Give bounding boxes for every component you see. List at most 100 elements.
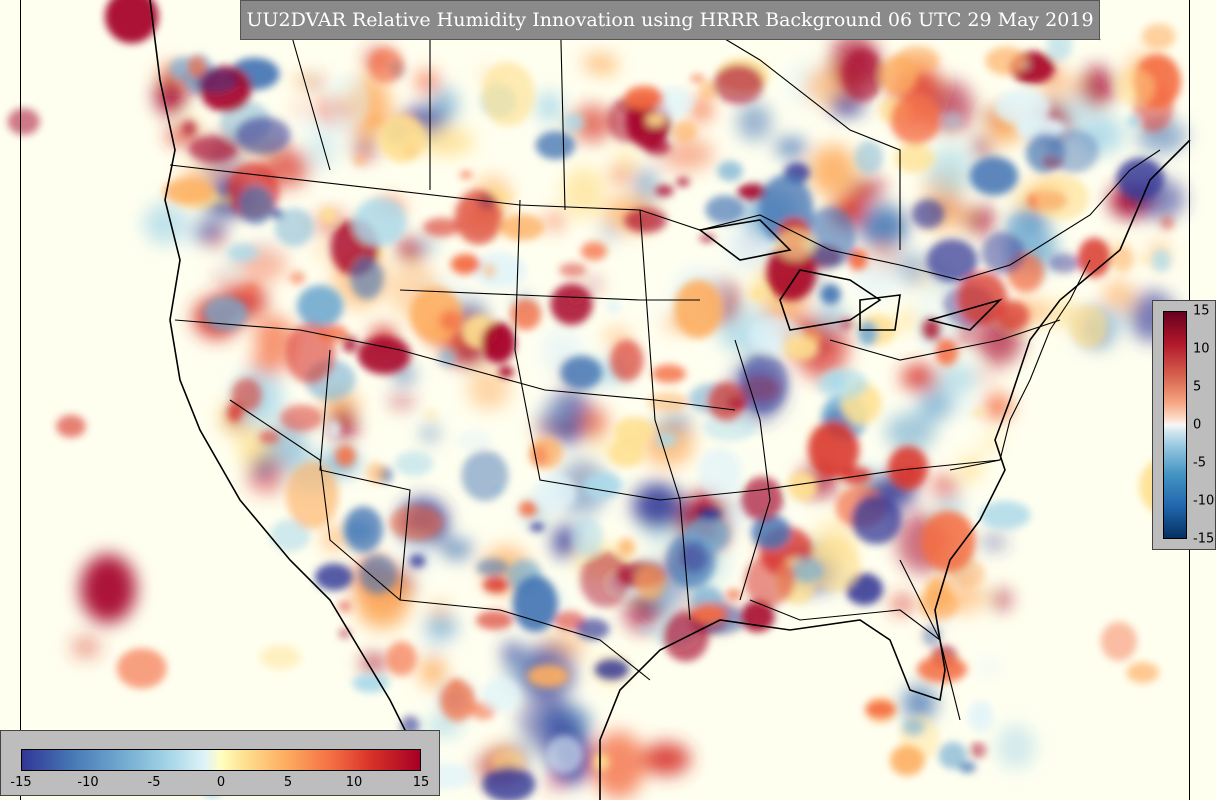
field-blob — [967, 700, 994, 733]
field-blob — [972, 134, 994, 162]
field-blob — [691, 97, 712, 122]
field-blob — [969, 742, 987, 759]
field-blob — [624, 85, 664, 110]
field-blob — [705, 195, 745, 225]
field-blob — [981, 231, 1025, 274]
field-blob — [809, 144, 857, 198]
field-blob — [723, 504, 745, 530]
field-blob — [703, 412, 757, 442]
field-blob — [655, 185, 674, 197]
field-blob — [775, 228, 817, 261]
field-blob — [1048, 152, 1062, 165]
field-blob — [955, 327, 972, 343]
field-blob — [350, 256, 384, 300]
field-blob — [920, 316, 943, 342]
field-blob — [439, 539, 473, 559]
field-blob — [324, 73, 370, 130]
field-blob — [292, 105, 309, 115]
field-blob — [618, 538, 635, 557]
field-blob — [394, 451, 434, 477]
field-blob — [936, 363, 977, 396]
field-blob — [787, 471, 818, 502]
field-blob — [583, 472, 623, 499]
field-blob — [717, 160, 743, 182]
field-blob — [742, 456, 757, 466]
field-blob — [674, 279, 723, 339]
field-blob — [606, 299, 621, 314]
field-blob — [353, 155, 368, 165]
colorbar-horizontal-tick: 0 — [216, 775, 226, 790]
field-blob — [440, 680, 476, 722]
field-blob — [499, 214, 545, 241]
field-blob — [352, 673, 390, 693]
colorbar-vertical-gradient — [1163, 311, 1187, 539]
field-blob — [188, 135, 238, 163]
field-blob — [991, 589, 1012, 610]
field-blob — [737, 102, 772, 141]
field-blob — [249, 351, 290, 376]
field-blob — [672, 120, 698, 143]
field-blob — [901, 363, 939, 392]
field-blob — [289, 271, 306, 285]
field-blob — [409, 554, 426, 568]
field-blob — [850, 176, 886, 203]
field-blob — [1111, 246, 1135, 272]
field-blob — [342, 335, 358, 353]
field-blob — [651, 364, 687, 383]
field-blob — [481, 322, 516, 364]
field-blob — [386, 641, 417, 676]
field-blob — [775, 138, 807, 157]
field-blob — [580, 241, 608, 261]
field-blob — [648, 392, 689, 413]
field-blob — [559, 262, 587, 278]
field-blob — [510, 298, 542, 331]
field-blob — [71, 636, 101, 658]
field-blob — [744, 555, 795, 607]
field-blob — [857, 320, 879, 346]
field-blob — [808, 540, 861, 592]
field-blob — [359, 554, 397, 595]
field-blob — [338, 600, 352, 613]
field-blob — [527, 664, 569, 688]
field-blob — [259, 645, 302, 670]
colorbar-horizontal-gradient — [21, 749, 421, 771]
field-blob — [571, 105, 614, 143]
field-blob — [585, 278, 601, 292]
field-blob — [842, 48, 884, 102]
field-blob — [269, 519, 311, 552]
field-blob — [934, 337, 959, 366]
field-blob — [163, 178, 216, 205]
field-blob — [652, 87, 694, 117]
field-blob — [885, 412, 936, 452]
field-blob — [807, 420, 860, 478]
field-blob — [245, 285, 258, 294]
field-blob — [472, 251, 527, 289]
field-blob — [996, 724, 1036, 770]
field-blob — [314, 247, 333, 257]
field-blob — [727, 397, 747, 410]
field-blob — [924, 576, 953, 611]
colorbar-vertical-tick: -15 — [1193, 531, 1215, 547]
field-blob — [858, 204, 909, 249]
field-blob — [529, 522, 545, 532]
field-blob — [580, 406, 609, 440]
field-blob — [979, 500, 1031, 530]
field-blob — [1141, 23, 1176, 50]
field-blob — [116, 648, 167, 689]
field-blob — [690, 74, 705, 83]
field-blob — [215, 271, 233, 283]
field-blob — [570, 516, 603, 557]
field-blob — [461, 450, 509, 502]
field-blob — [593, 752, 610, 772]
field-blob — [419, 127, 475, 156]
field-blob — [450, 254, 481, 275]
colorbar-vertical: 15 10 5 0 -5 -10 -15 — [1152, 300, 1216, 550]
field-blob — [560, 355, 603, 390]
field-blob — [280, 404, 323, 432]
field-blob — [235, 116, 291, 155]
field-blob — [634, 563, 667, 601]
colorbar-vertical-tick: 15 — [1193, 303, 1210, 319]
field-blob — [698, 508, 722, 521]
field-blob — [1079, 66, 1115, 110]
field-blob — [889, 745, 925, 776]
